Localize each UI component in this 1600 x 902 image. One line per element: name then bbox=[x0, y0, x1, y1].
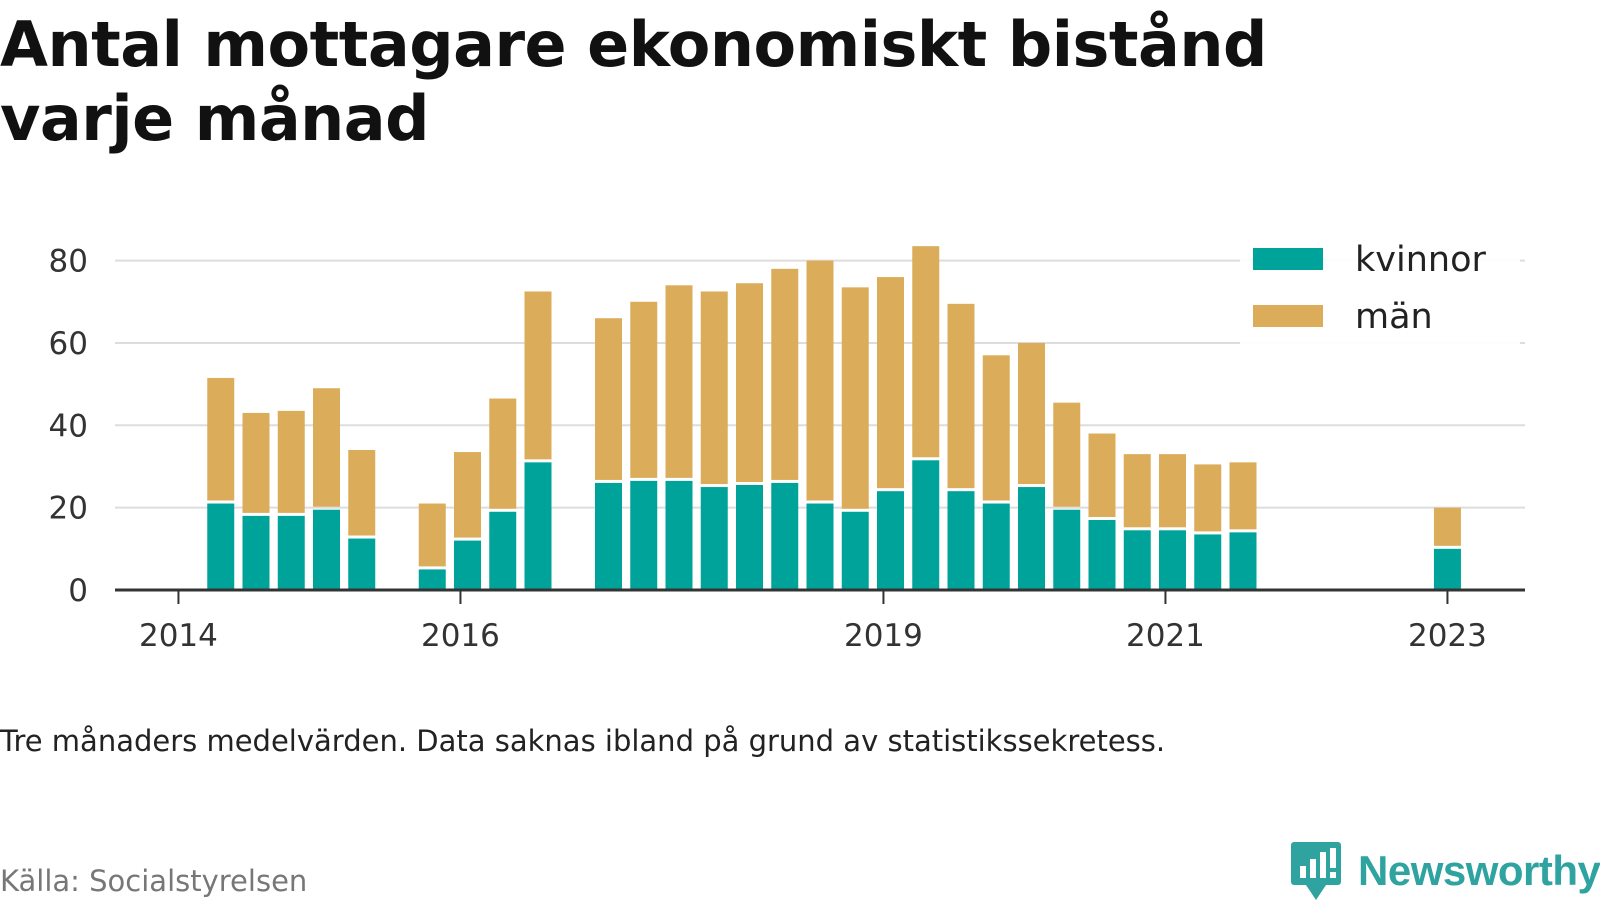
x-tick-label: 2016 bbox=[421, 618, 500, 654]
bar-man bbox=[1159, 454, 1186, 528]
bar-kvinnor bbox=[806, 503, 834, 590]
bar-man bbox=[806, 260, 834, 501]
bar-kvinnor bbox=[1194, 534, 1222, 590]
bar-kvinnor bbox=[630, 480, 658, 590]
bar-kvinnor bbox=[1053, 509, 1081, 590]
bar-kvinnor bbox=[207, 503, 235, 590]
bar-man bbox=[595, 318, 622, 480]
bar-man bbox=[1018, 342, 1045, 485]
bar-man bbox=[1229, 462, 1257, 530]
bar-man bbox=[1433, 507, 1461, 546]
bar-kvinnor bbox=[947, 491, 975, 590]
bar-kvinnor bbox=[1018, 487, 1045, 590]
bar-kvinnor bbox=[1159, 530, 1186, 590]
bar-kvinnor bbox=[489, 511, 517, 590]
y-tick-label: 40 bbox=[49, 408, 88, 444]
bar-kvinnor bbox=[1088, 520, 1116, 590]
x-tick-label: 2021 bbox=[1126, 618, 1205, 654]
y-tick-label: 20 bbox=[49, 491, 88, 527]
y-axis-tick-labels: 0 20 40 60 80 bbox=[49, 244, 88, 609]
bar-man bbox=[1053, 402, 1081, 507]
bar-kvinnor bbox=[1123, 530, 1151, 590]
x-tick-label: 2019 bbox=[844, 618, 923, 654]
bar-man bbox=[771, 268, 799, 480]
bar-kvinnor bbox=[313, 509, 340, 590]
x-tick-label: 2014 bbox=[139, 618, 218, 654]
bar-man bbox=[982, 355, 1010, 501]
bar-man bbox=[736, 283, 763, 482]
bar-man bbox=[841, 287, 869, 509]
bar-man bbox=[947, 303, 975, 489]
y-tick-label: 80 bbox=[49, 244, 88, 280]
bar-man bbox=[277, 410, 305, 513]
bar-kvinnor bbox=[982, 503, 1010, 590]
bar-kvinnor bbox=[595, 482, 622, 590]
bar-man bbox=[1123, 454, 1151, 528]
bar-man bbox=[524, 291, 552, 460]
bar-kvinnor bbox=[418, 569, 446, 590]
y-tick-label: 60 bbox=[49, 326, 88, 362]
bar-kvinnor bbox=[277, 515, 305, 590]
legend-swatch-man bbox=[1253, 305, 1323, 327]
bar-kvinnor bbox=[1433, 548, 1461, 590]
bar-man bbox=[454, 452, 481, 538]
bar-kvinnor bbox=[242, 515, 270, 590]
x-tick-label: 2023 bbox=[1408, 618, 1487, 654]
legend-label: män bbox=[1355, 297, 1433, 337]
bar-kvinnor bbox=[771, 482, 799, 590]
bar-man bbox=[630, 301, 658, 478]
bar-kvinnor bbox=[877, 491, 904, 590]
bar-kvinnor bbox=[912, 460, 940, 590]
bar-kvinnor bbox=[736, 485, 763, 590]
bar-man bbox=[1088, 433, 1116, 517]
legend-label: kvinnor bbox=[1355, 240, 1486, 280]
bar-man bbox=[700, 291, 728, 485]
bar-man bbox=[418, 503, 446, 567]
newsworthy-logo-icon bbox=[1291, 842, 1341, 900]
bar-kvinnor bbox=[665, 480, 693, 590]
legend: kvinnor män bbox=[1240, 232, 1520, 350]
legend-swatch-kvinnor bbox=[1253, 248, 1323, 270]
x-axis: 2014 2016 2019 2021 2023 bbox=[115, 588, 1525, 654]
bars bbox=[207, 246, 1461, 590]
bar-kvinnor bbox=[700, 487, 728, 590]
bar-kvinnor bbox=[1229, 532, 1257, 590]
bar-man bbox=[348, 450, 376, 536]
bar-kvinnor bbox=[454, 540, 481, 590]
brand-name: Newsworthy bbox=[1358, 847, 1600, 894]
bar-man bbox=[912, 246, 940, 458]
y-tick-label: 0 bbox=[68, 573, 88, 609]
bar-man bbox=[242, 412, 270, 513]
stacked-bar-chart: 0 20 40 60 80 2014 2016 2019 2021 2023 kvinnor mä… bbox=[48, 232, 1525, 654]
chart-note: Tre månaders medelvärden. Data saknas ib… bbox=[0, 724, 1166, 758]
bar-kvinnor bbox=[524, 462, 552, 590]
bar-kvinnor bbox=[841, 511, 869, 590]
bar-man bbox=[489, 398, 517, 509]
chart-title: Antal mottagare ekonomiskt bistånd varje… bbox=[0, 8, 1267, 155]
brand-logo: Newsworthy bbox=[1290, 840, 1600, 902]
bar-man bbox=[877, 277, 904, 489]
bar-man bbox=[207, 377, 235, 501]
source-label: Källa: Socialstyrelsen bbox=[0, 864, 308, 898]
bar-man bbox=[665, 285, 693, 478]
bar-kvinnor bbox=[348, 538, 376, 590]
bar-man bbox=[1194, 464, 1222, 532]
bar-man bbox=[313, 388, 340, 507]
